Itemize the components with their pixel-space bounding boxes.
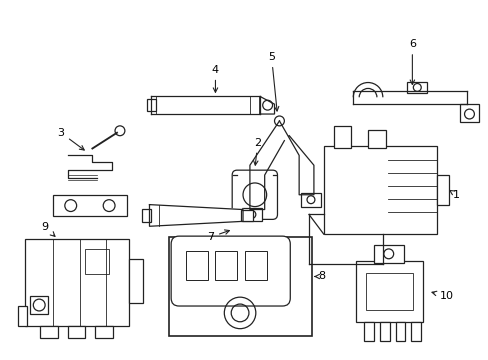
Bar [40, 326, 58, 338]
FancyBboxPatch shape [232, 170, 277, 219]
Bar [373, 245, 403, 263]
Bar [53, 195, 126, 216]
Text: 6: 6 [408, 39, 415, 84]
Bar [241, 210, 252, 221]
Bar [459, 104, 478, 122]
Bar [128, 259, 142, 303]
Bar [142, 208, 151, 222]
Bar [356, 261, 422, 322]
Text: 5: 5 [267, 52, 278, 111]
Polygon shape [149, 204, 243, 226]
Bar [169, 237, 311, 336]
Bar [379, 322, 389, 342]
Bar [364, 322, 373, 342]
Text: 4: 4 [211, 65, 219, 92]
Bar [323, 145, 436, 234]
Bar [366, 273, 412, 310]
Bar [395, 322, 405, 342]
Polygon shape [259, 96, 274, 114]
FancyBboxPatch shape [171, 236, 290, 306]
Bar [84, 249, 109, 274]
Bar [410, 322, 420, 342]
Bar [215, 251, 237, 280]
Bar [367, 130, 385, 148]
Text: 3: 3 [57, 128, 84, 150]
Text: 9: 9 [41, 222, 55, 237]
Text: 1: 1 [449, 190, 459, 200]
Bar [242, 208, 261, 221]
Bar [146, 99, 156, 111]
Bar [333, 126, 350, 148]
Bar [436, 175, 448, 204]
Bar [301, 193, 320, 207]
Text: 8: 8 [314, 271, 325, 282]
Bar [25, 239, 128, 326]
Text: 10: 10 [431, 291, 453, 301]
Bar [185, 251, 207, 280]
Bar [407, 82, 426, 93]
Text: 2: 2 [253, 138, 261, 165]
Text: 7: 7 [206, 230, 229, 242]
Bar [68, 326, 85, 338]
Bar [30, 296, 48, 314]
Bar [18, 306, 27, 326]
Bar [95, 326, 113, 338]
Bar [244, 251, 266, 280]
